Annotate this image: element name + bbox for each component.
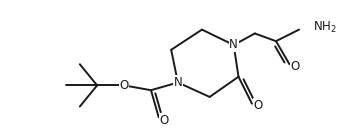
Text: O: O [160, 114, 169, 127]
Text: N: N [229, 38, 238, 52]
Text: NH$_2$: NH$_2$ [313, 20, 336, 35]
Text: N: N [173, 76, 182, 89]
Text: O: O [291, 60, 300, 73]
Text: O: O [119, 79, 129, 92]
Text: O: O [253, 99, 262, 112]
